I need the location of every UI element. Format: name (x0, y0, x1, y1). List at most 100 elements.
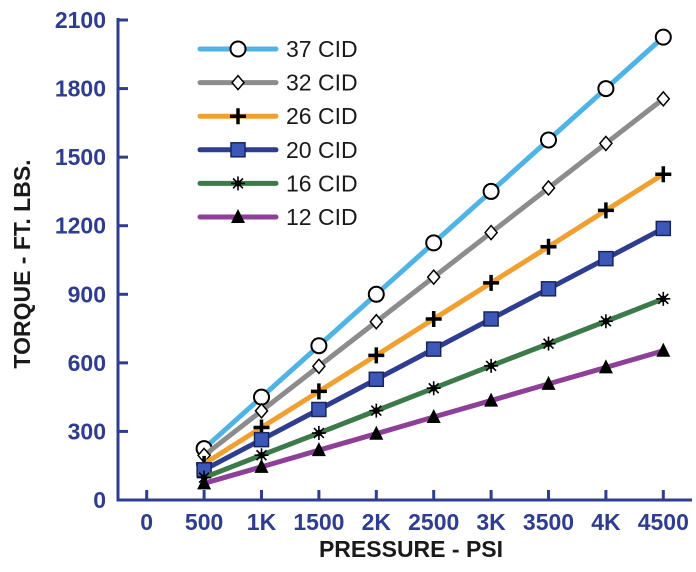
point-marker (541, 179, 556, 197)
point-marker (368, 371, 385, 388)
point-marker (197, 475, 212, 490)
point-marker (425, 341, 442, 357)
x-tick-label: 4K (591, 509, 621, 535)
point-marker (425, 310, 442, 327)
y-tick-label: 2100 (55, 7, 106, 33)
point-marker (482, 182, 500, 200)
point-marker (369, 425, 384, 440)
series-12-cid (197, 342, 671, 490)
legend-label: 12 CID (286, 204, 358, 230)
x-tick-label: 4500 (638, 509, 689, 535)
star-core (373, 407, 380, 414)
point-marker (598, 250, 614, 267)
point-marker (656, 342, 671, 357)
series-26-cid (196, 166, 672, 472)
series-20-cid (196, 220, 672, 478)
point-marker (483, 274, 500, 291)
y-tick-label: 1500 (55, 144, 106, 170)
legend-label: 16 CID (286, 170, 358, 196)
point-marker (253, 388, 270, 406)
legend-label: 32 CID (286, 70, 358, 96)
x-tick-label: 2K (362, 509, 392, 535)
star-core (660, 295, 667, 303)
point-marker (656, 291, 671, 306)
series-16-cid (197, 291, 671, 485)
axes: 0 300 600 900 1200 1500 1800 2100 0 500 1K 1500 2K 25… (55, 7, 692, 535)
legend-item: 37 CID (197, 36, 358, 62)
point-marker (231, 74, 245, 91)
star-core (430, 385, 437, 392)
legend-label: 20 CID (286, 137, 358, 163)
legend-label: 26 CID (286, 103, 358, 129)
series-32-cid (197, 90, 671, 464)
y-tick-label: 1800 (55, 76, 106, 102)
point-marker (311, 358, 326, 375)
point-marker (484, 358, 499, 373)
series-37-cid (195, 28, 672, 458)
point-marker (540, 281, 557, 297)
point-marker (541, 336, 556, 351)
star-core (545, 340, 552, 347)
point-marker (254, 458, 269, 473)
point-marker (253, 431, 270, 448)
point-marker (230, 108, 246, 125)
point-marker (426, 381, 441, 396)
x-tick-label: 3500 (523, 509, 574, 535)
legend-item: 20 CID (197, 137, 358, 163)
point-marker (483, 311, 499, 327)
point-marker (484, 224, 499, 241)
legend-item: 16 CID (197, 170, 358, 196)
star-core (602, 318, 610, 325)
point-marker (310, 337, 328, 355)
point-marker (540, 238, 557, 255)
point-marker (231, 176, 245, 191)
point-marker (369, 403, 384, 418)
point-marker (368, 347, 385, 364)
y-tick-label: 900 (68, 281, 106, 307)
x-tick-label: 2500 (408, 509, 459, 535)
point-marker (598, 135, 613, 152)
legend-label: 37 CID (286, 36, 358, 62)
y-tick-label: 0 (93, 487, 106, 513)
y-tick-label: 600 (68, 350, 106, 376)
point-marker (311, 401, 327, 418)
star-core (487, 362, 495, 370)
point-marker (656, 90, 671, 108)
point-marker (541, 375, 556, 390)
legend: 37 CID 32 CID 26 CID 20 CID 16 CID 12 CID (197, 36, 358, 230)
point-marker (310, 383, 327, 400)
point-marker (540, 131, 557, 149)
x-tick-label: 500 (185, 509, 223, 535)
point-marker (484, 392, 499, 407)
point-marker (369, 313, 384, 330)
y-axis-title: TORQUE - FT. LBS. (9, 159, 35, 368)
x-tick-label: 3K (476, 509, 506, 535)
point-marker (230, 142, 246, 158)
point-marker (254, 448, 269, 463)
point-marker (425, 234, 443, 252)
legend-item: 26 CID (197, 103, 358, 129)
point-marker (231, 209, 245, 223)
point-marker (229, 40, 247, 58)
point-marker (598, 359, 613, 374)
star-core (258, 452, 265, 459)
point-marker (426, 409, 441, 424)
point-marker (597, 202, 614, 219)
point-marker (655, 166, 672, 183)
point-marker (254, 402, 269, 420)
point-marker (598, 314, 613, 329)
y-tick-label: 1200 (55, 213, 106, 239)
x-tick-label: 1500 (293, 509, 344, 535)
point-marker (597, 80, 615, 98)
point-marker (311, 426, 326, 441)
x-tick-label: 0 (140, 509, 153, 535)
legend-item: 32 CID (197, 70, 358, 96)
x-axis-title: PRESSURE - PSI (319, 536, 503, 562)
legend-item: 12 CID (197, 204, 358, 230)
point-marker (311, 442, 326, 457)
y-tick-label: 300 (68, 418, 106, 444)
point-marker (367, 285, 385, 303)
point-marker (655, 220, 672, 237)
star-core (315, 429, 323, 437)
